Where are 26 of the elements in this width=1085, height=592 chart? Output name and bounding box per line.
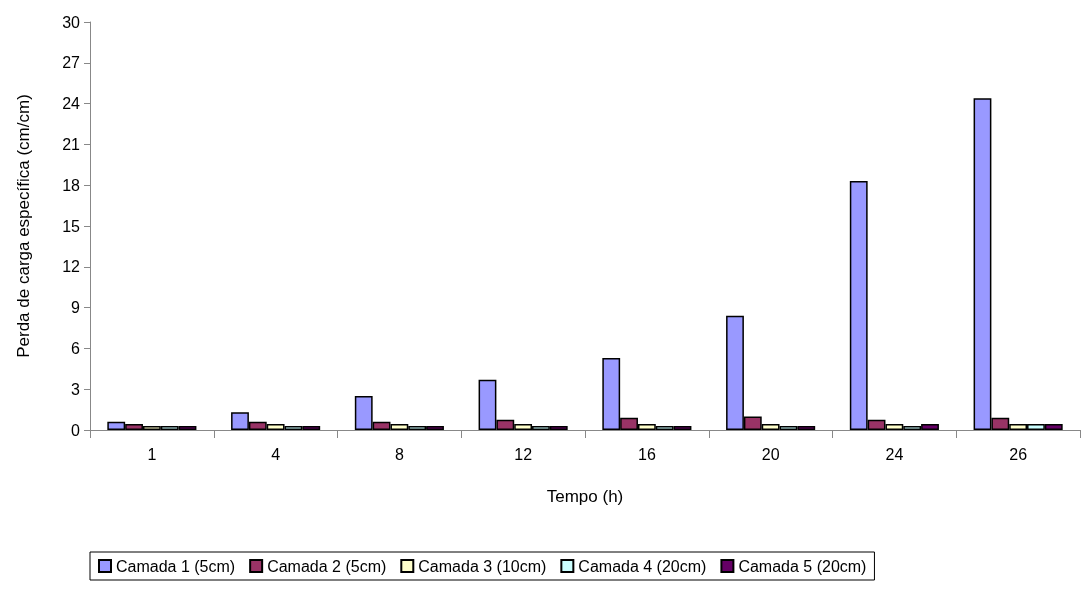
legend-label: Camada 1 (5cm)	[116, 557, 236, 575]
x-tick-label: 12	[514, 445, 533, 463]
x-tick-label: 24	[885, 445, 904, 463]
x-axis-title: Tempo (h)	[546, 487, 624, 506]
y-tick-label: 12	[62, 258, 81, 276]
legend-label: Camada 3 (10cm)	[418, 557, 547, 575]
x-tick-label: 26	[1009, 445, 1028, 463]
legend-label: Camada 2 (5cm)	[267, 557, 387, 575]
y-tick-label: 9	[71, 299, 81, 317]
y-tick-label: 6	[71, 339, 81, 357]
y-tick-label: 30	[62, 13, 81, 31]
x-tick-label: 16	[637, 445, 656, 463]
y-tick-label: 15	[62, 217, 81, 235]
x-tick-label: 8	[394, 445, 404, 463]
y-tick-label: 24	[62, 95, 81, 113]
y-tick-label: 0	[71, 421, 81, 439]
legend-label: Camada 5 (20cm)	[738, 557, 867, 575]
x-tick-label: 20	[761, 445, 780, 463]
x-tick-label: 4	[271, 445, 281, 463]
legend-label: Camada 4 (20cm)	[578, 557, 707, 575]
y-tick-label: 3	[71, 380, 81, 398]
y-tick-label: 27	[62, 54, 81, 72]
y-tick-label: 18	[62, 176, 81, 194]
x-tick-label: 1	[147, 445, 157, 463]
y-axis-title: Perda de carga específica (cm/cm)	[14, 94, 33, 358]
y-tick-label: 21	[62, 135, 81, 153]
